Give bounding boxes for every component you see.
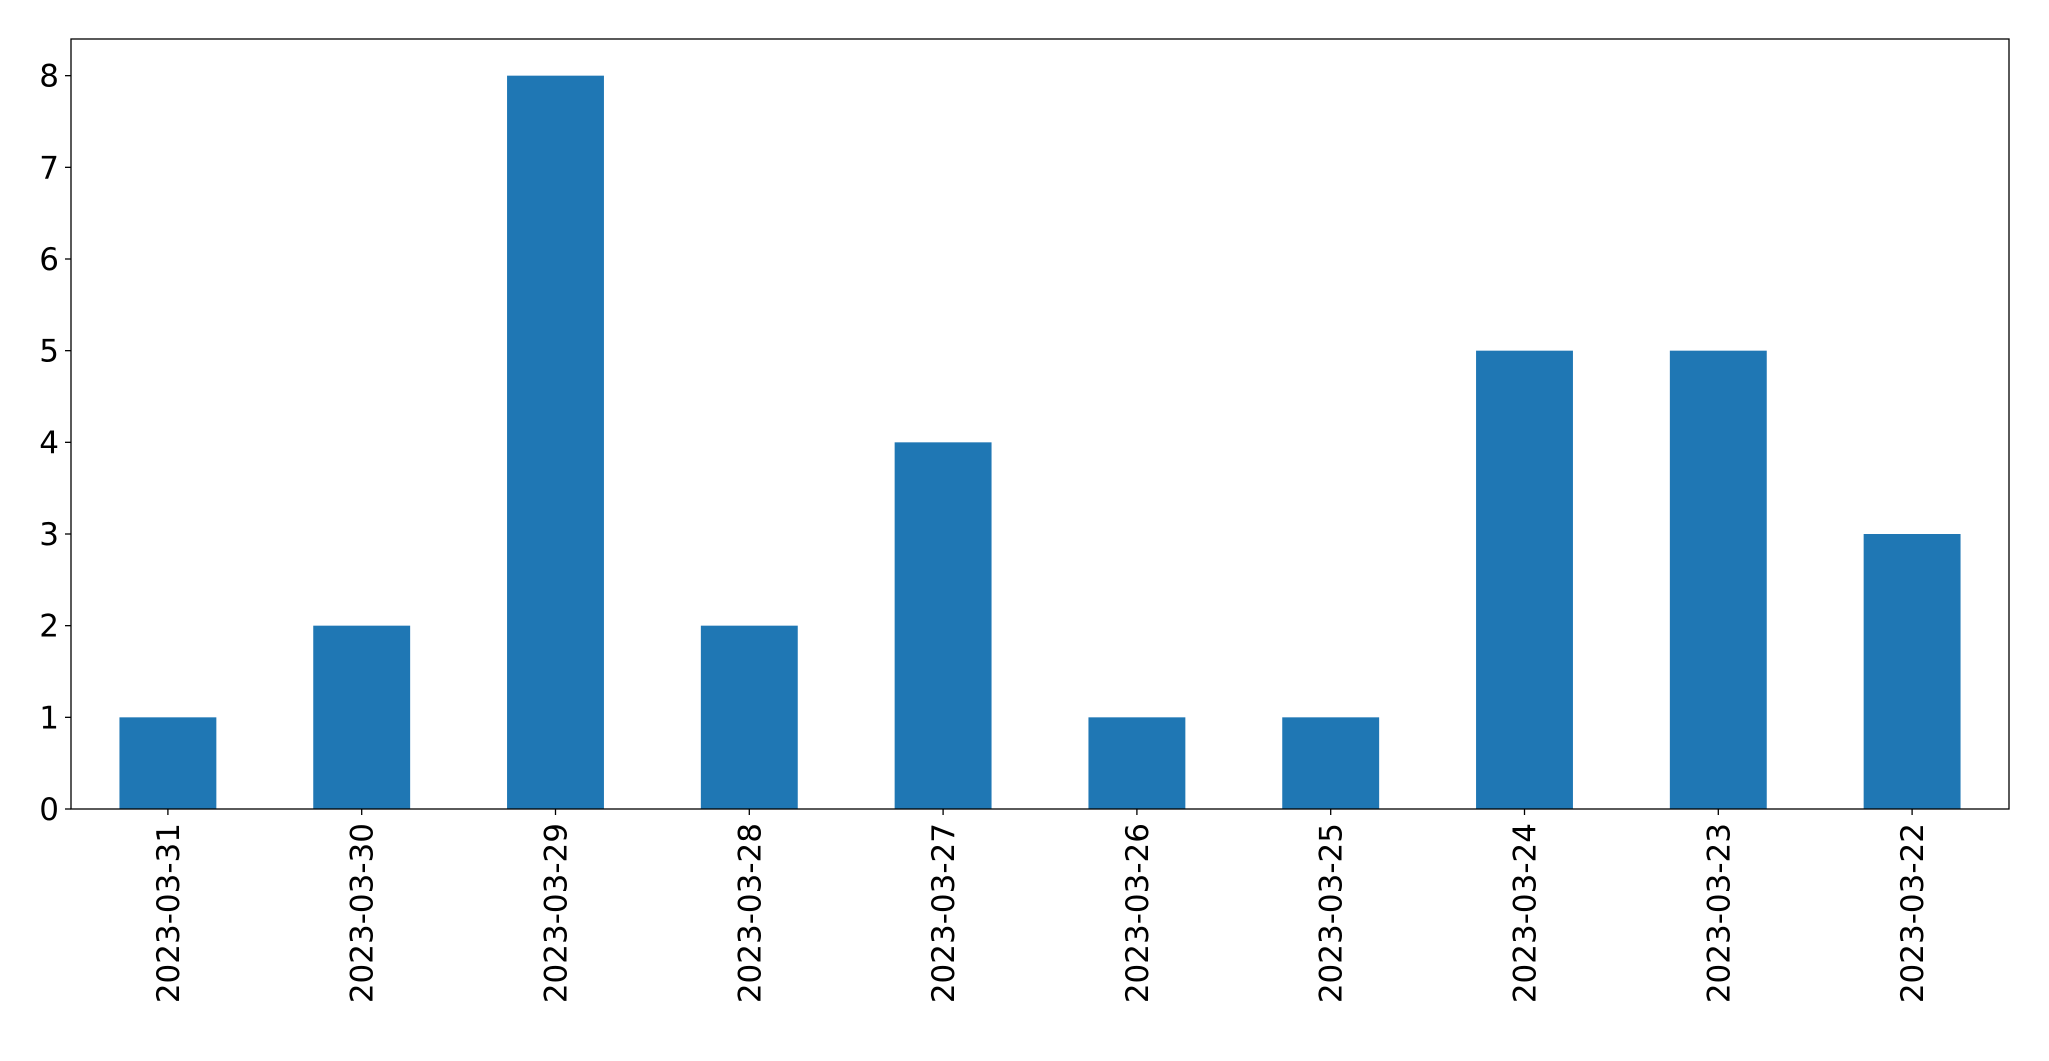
y-tick-label: 5 [39, 334, 59, 370]
x-tick-label: 2023-03-22 [1895, 823, 1931, 1003]
x-tick-label: 2023-03-30 [345, 823, 381, 1003]
y-tick-label: 2 [39, 609, 59, 645]
bar [1863, 534, 1961, 809]
x-tick-label: 2023-03-24 [1508, 823, 1544, 1003]
bar [700, 625, 798, 809]
x-tick-label: 2023-03-29 [539, 823, 575, 1003]
x-tick-label: 2023-03-26 [1120, 823, 1156, 1003]
bar [1476, 350, 1573, 809]
y-tick-label: 0 [39, 792, 59, 828]
x-tick-label: 2023-03-27 [926, 823, 962, 1003]
y-tick-label: 8 [39, 59, 59, 95]
bar [119, 717, 217, 809]
bar [313, 625, 411, 809]
y-tick-label: 7 [39, 150, 59, 186]
bar [1282, 717, 1380, 809]
plot-frame [70, 38, 2010, 810]
y-tick-label: 6 [39, 242, 59, 278]
x-tick-label: 2023-03-31 [151, 823, 187, 1003]
y-tick-label: 3 [39, 517, 59, 553]
x-tick-label: 2023-03-23 [1701, 823, 1737, 1003]
bar [894, 442, 992, 809]
x-tick-label: 2023-03-25 [1314, 823, 1350, 1003]
bar [507, 75, 604, 809]
x-tick-label: 2023-03-28 [732, 823, 768, 1003]
bar [1088, 717, 1186, 809]
y-tick-label: 1 [39, 700, 59, 736]
y-tick-label: 4 [39, 425, 59, 461]
bar [1669, 350, 1767, 809]
